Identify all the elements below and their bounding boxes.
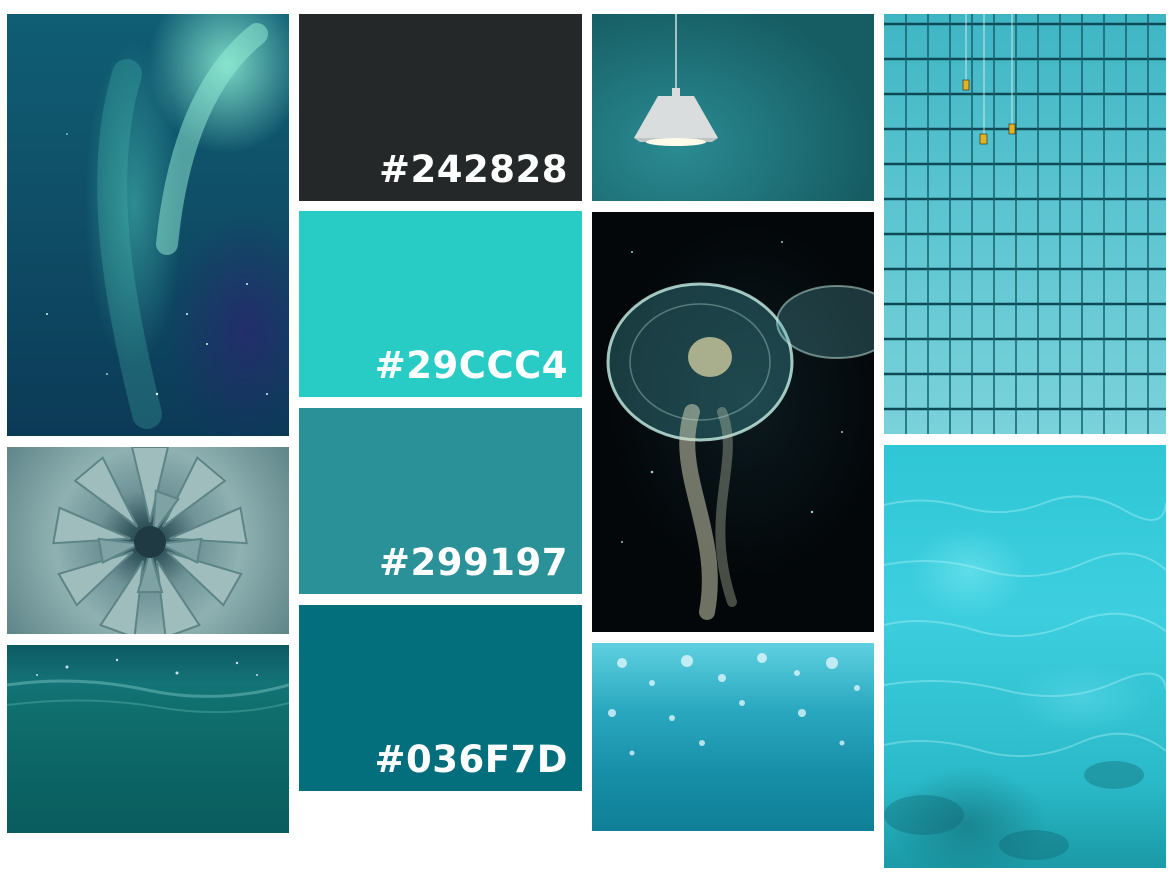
color-swatch: #242828 bbox=[299, 14, 582, 201]
color-swatch: #299197 bbox=[299, 408, 582, 594]
agave-plant-photo bbox=[7, 447, 289, 634]
jellyfish-illustration bbox=[606, 241, 874, 620]
bubbles-illustration bbox=[608, 653, 860, 756]
underwater-surface-photo bbox=[7, 645, 289, 833]
hex-code-label: #242828 bbox=[379, 148, 568, 191]
hex-code-label: #036F7D bbox=[374, 738, 568, 781]
glass-building-window-cleaners-photo bbox=[884, 14, 1166, 434]
color-swatch: #29CCC4 bbox=[299, 211, 582, 397]
jellyfish-photo bbox=[592, 212, 874, 632]
building-grid bbox=[884, 14, 1166, 434]
pendant-lamp-photo bbox=[592, 14, 874, 201]
sea-ripples bbox=[884, 495, 1166, 860]
lamp-illustration bbox=[634, 14, 718, 146]
color-swatch: #036F7D bbox=[299, 605, 582, 791]
hex-code-label: #299197 bbox=[379, 541, 568, 584]
agave-leaves bbox=[52, 447, 248, 634]
aurora-photo bbox=[7, 14, 289, 436]
water-surface-ripples bbox=[7, 658, 289, 714]
turquoise-sea-photo bbox=[884, 445, 1166, 868]
aurora-stars bbox=[46, 23, 268, 429]
underwater-bubbles-photo bbox=[592, 643, 874, 831]
hex-code-label: #29CCC4 bbox=[374, 344, 568, 387]
